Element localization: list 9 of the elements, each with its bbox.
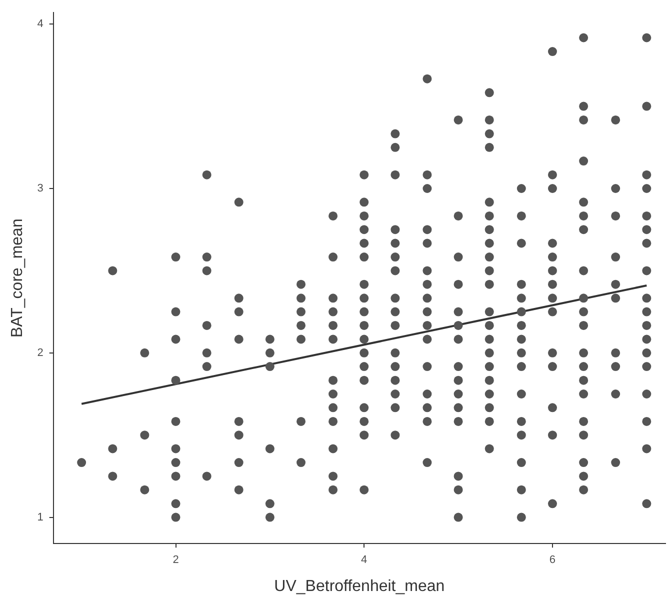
y-tick-label: 2 bbox=[37, 346, 44, 359]
y-tick-label: 1 bbox=[37, 511, 44, 524]
x-tick-label: 2 bbox=[172, 554, 179, 566]
x-axis-title: UV_Betroffenheit_mean bbox=[274, 578, 445, 595]
x-tick-label: 4 bbox=[361, 554, 368, 566]
y-tick-label: 4 bbox=[37, 18, 44, 30]
y-axis-title: BAT_core_mean bbox=[9, 218, 26, 338]
x-tick-label: 6 bbox=[549, 554, 556, 566]
y-tick-label: 3 bbox=[37, 182, 44, 195]
